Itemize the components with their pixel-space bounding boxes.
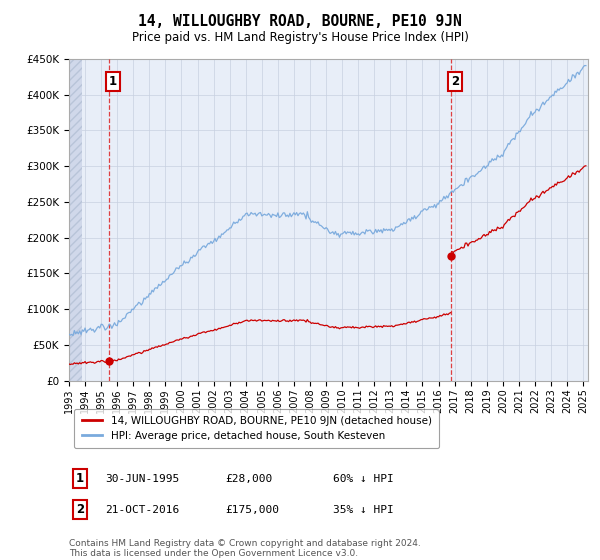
Bar bbox=[69, 59, 82, 381]
Text: 14, WILLOUGHBY ROAD, BOURNE, PE10 9JN: 14, WILLOUGHBY ROAD, BOURNE, PE10 9JN bbox=[138, 14, 462, 29]
Legend: 14, WILLOUGHBY ROAD, BOURNE, PE10 9JN (detached house), HPI: Average price, deta: 14, WILLOUGHBY ROAD, BOURNE, PE10 9JN (d… bbox=[74, 408, 439, 449]
Text: Contains HM Land Registry data © Crown copyright and database right 2024.
This d: Contains HM Land Registry data © Crown c… bbox=[69, 539, 421, 558]
Text: £28,000: £28,000 bbox=[225, 474, 272, 484]
Text: 1: 1 bbox=[109, 75, 117, 88]
Text: Price paid vs. HM Land Registry's House Price Index (HPI): Price paid vs. HM Land Registry's House … bbox=[131, 31, 469, 44]
Text: 1: 1 bbox=[76, 472, 84, 486]
Text: 35% ↓ HPI: 35% ↓ HPI bbox=[333, 505, 394, 515]
Text: 21-OCT-2016: 21-OCT-2016 bbox=[105, 505, 179, 515]
Text: £175,000: £175,000 bbox=[225, 505, 279, 515]
Text: 2: 2 bbox=[451, 75, 460, 88]
Text: 2: 2 bbox=[76, 503, 84, 516]
Text: 60% ↓ HPI: 60% ↓ HPI bbox=[333, 474, 394, 484]
Text: 30-JUN-1995: 30-JUN-1995 bbox=[105, 474, 179, 484]
